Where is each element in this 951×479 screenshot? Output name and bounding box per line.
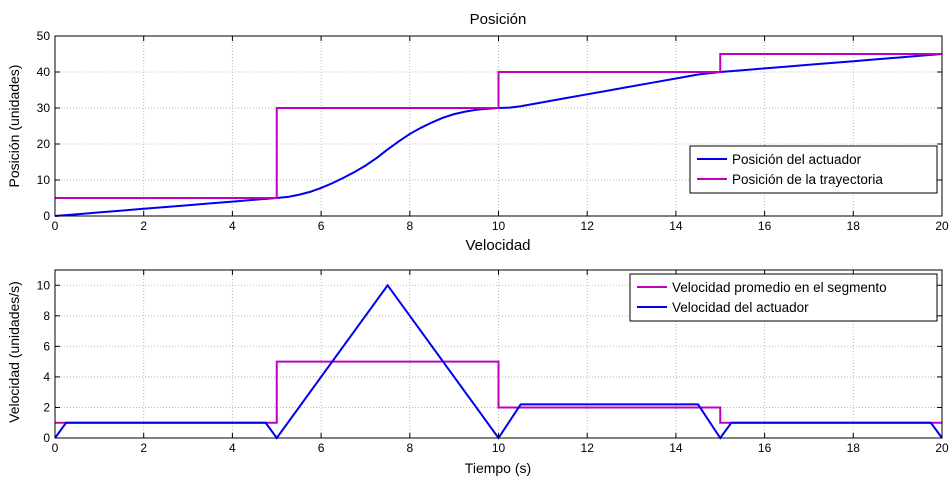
position-y-tick-label: 20 (37, 137, 51, 151)
position-series-posici-n-del-actuador-line (54, 53, 943, 217)
position-panel: 0 2 4 6 8 10 12 14 16 18 20 0 10 20 30 40 50 Posición del… (6, 11, 949, 233)
velocity-y-tick-label: 8 (43, 309, 50, 323)
velocity-legend-velocidad-del-actuador-label: Velocidad del actuador (672, 300, 809, 315)
position-chart-title: Posición (470, 11, 527, 28)
velocity-x-tick-label: 6 (318, 441, 325, 455)
velocity-panel: 0 2 4 6 8 10 12 14 16 18 20 0 2 4 6 8 10 Velocidad promed… (6, 237, 949, 476)
position-x-tick-label: 14 (669, 219, 683, 233)
position-x-tick-label: 10 (492, 219, 506, 233)
position-y-axis-label: Posición (unidades) (6, 65, 22, 188)
position-y-tick-label: 0 (43, 209, 50, 223)
position-x-tick-label: 16 (758, 219, 772, 233)
velocity-chart-title: Velocidad (465, 237, 530, 254)
velocity-y-tick-label: 2 (43, 400, 50, 414)
velocity-y-tick-label: 0 (43, 431, 50, 445)
position-x-tick-label: 8 (406, 219, 413, 233)
velocity-x-tick-label: 12 (581, 441, 595, 455)
position-series-posici-n-de-la-trayectoria-line (55, 53, 942, 199)
position-x-tick-label: 18 (847, 219, 861, 233)
position-legend-posici-n-del-actuador-label: Posición del actuador (732, 152, 862, 167)
velocity-y-tick-label: 6 (43, 339, 50, 353)
velocity-x-tick-label: 0 (52, 441, 59, 455)
velocity-legend-velocidad-promedio-en-el-segmento-label: Velocidad promedio en el segmento (672, 280, 887, 295)
velocity-y-axis-label: Velocidad (unidades/s) (6, 281, 22, 423)
position-y-tick-label: 30 (37, 101, 51, 115)
velocity-series-velocidad-del-actuador-line (54, 283, 943, 440)
velocity-x-tick-label: 4 (229, 441, 236, 455)
position-x-tick-label: 12 (581, 219, 595, 233)
velocity-x-tick-label: 2 (140, 441, 147, 455)
position-x-tick-label: 2 (140, 219, 147, 233)
position-x-tick-label: 0 (52, 219, 59, 233)
position-x-tick-label: 4 (229, 219, 236, 233)
position-x-tick-label: 6 (318, 219, 325, 233)
velocity-x-tick-label: 16 (758, 441, 772, 455)
velocity-series-velocidad-promedio-en-el-segmento-line (55, 360, 942, 424)
velocity-x-tick-label: 14 (669, 441, 683, 455)
velocity-legend (629, 273, 938, 322)
position-y-tick-label: 50 (37, 29, 51, 43)
velocity-x-tick-label: 10 (492, 441, 506, 455)
position-legend (689, 145, 938, 194)
position-y-tick-label: 10 (37, 173, 51, 187)
velocity-x-tick-label: 8 (406, 441, 413, 455)
position-legend-posici-n-de-la-trayectoria-label: Posición de la trayectoria (732, 172, 883, 187)
velocity-x-tick-label: 20 (935, 441, 949, 455)
velocity-y-tick-label: 4 (43, 370, 50, 384)
velocity-x-axis-label: Tiempo (s) (465, 460, 531, 476)
position-y-tick-label: 40 (37, 65, 51, 79)
position-x-tick-label: 20 (935, 219, 949, 233)
velocity-y-tick-label: 10 (37, 278, 51, 292)
velocity-x-tick-label: 18 (847, 441, 861, 455)
